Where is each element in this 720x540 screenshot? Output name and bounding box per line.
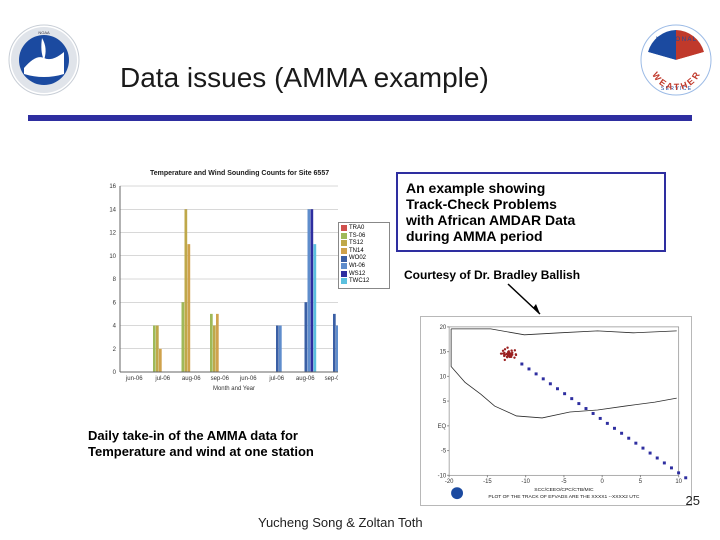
title-underline (28, 115, 692, 121)
callout-line: with African AMDAR Data (406, 212, 656, 228)
svg-text:EQ: EQ (438, 424, 447, 430)
svg-text:12: 12 (109, 231, 116, 237)
svg-text:N A T I O N A L: N A T I O N A L (656, 37, 697, 43)
svg-text:Month and Year: Month and Year (213, 386, 255, 392)
slide-root: NOAA N A T I O N A L S E R V I C E W E A… (0, 0, 720, 540)
svg-text:-5: -5 (561, 479, 567, 485)
svg-text:5: 5 (443, 399, 447, 405)
svg-text:aug-06: aug-06 (296, 376, 315, 382)
footer-credit: Yucheng Song & Zoltan Toth (258, 515, 423, 530)
callout-line: during AMMA period (406, 228, 656, 244)
bar-chart-legend: TRA0TS-06TS12TN14WO02Wt-06WS12TWC12 (338, 222, 390, 289)
svg-text:sep-06: sep-06 (325, 376, 338, 382)
svg-text:5: 5 (639, 479, 643, 485)
svg-text:jun-06: jun-06 (125, 376, 143, 382)
nws-logo: N A T I O N A L S E R V I C E W E A T H … (640, 24, 712, 96)
callout-line: An example showing (406, 180, 656, 196)
svg-text:-10: -10 (521, 479, 530, 485)
svg-text:15: 15 (440, 350, 447, 356)
arrow-icon (500, 280, 560, 320)
svg-text:SCC/CEEO/CPC/CTB/MIC: SCC/CEEO/CPC/CTB/MIC (534, 487, 594, 493)
svg-text:10: 10 (440, 374, 447, 380)
svg-text:10: 10 (109, 254, 116, 260)
svg-text:aug-06: aug-06 (182, 376, 201, 382)
noaa-logo: NOAA (8, 24, 80, 96)
svg-text:-5: -5 (441, 449, 447, 455)
svg-text:10: 10 (675, 479, 682, 485)
svg-text:jul-06: jul-06 (154, 376, 170, 382)
svg-text:14: 14 (109, 207, 116, 213)
svg-text:16: 16 (109, 184, 116, 190)
svg-text:jul-06: jul-06 (268, 376, 284, 382)
page-title: Data issues (AMMA example) (120, 62, 489, 94)
bar-chart: 0246810121416jun-06jul-06aug-06sep-06jun… (98, 182, 338, 392)
track-map: 2015105EQ-5-10-20-15-10-50510SCC/CEEO/CP… (420, 316, 692, 506)
bar-chart-title: Temperature and Wind Sounding Counts for… (150, 170, 329, 177)
callout-line: Track-Check Problems (406, 196, 656, 212)
page-number: 25 (686, 493, 700, 508)
svg-text:jun-06: jun-06 (239, 376, 257, 382)
callout-box: An example showing Track-Check Problems … (396, 172, 666, 252)
svg-text:0: 0 (601, 479, 605, 485)
svg-text:-15: -15 (483, 479, 492, 485)
daily-caption: Daily take-in of the AMMA data for Tempe… (88, 428, 318, 461)
noaa-label: NOAA (38, 30, 50, 35)
svg-text:PLOT OF THE TRACK OF EFVADS AR: PLOT OF THE TRACK OF EFVADS ARE THE XXXX… (488, 494, 639, 500)
svg-text:20: 20 (440, 325, 447, 331)
svg-text:-20: -20 (445, 479, 454, 485)
svg-text:sep-06: sep-06 (211, 376, 230, 382)
